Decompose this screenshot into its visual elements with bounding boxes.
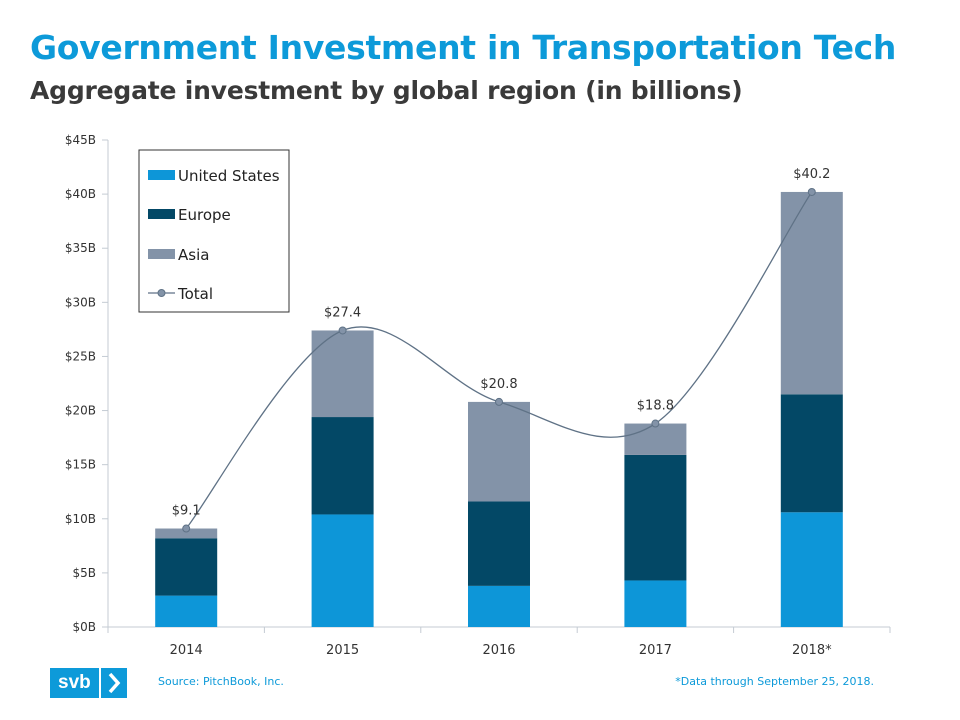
y-tick-label: $20B bbox=[65, 404, 96, 418]
x-tick-label: 2016 bbox=[482, 643, 515, 658]
total-point bbox=[651, 419, 660, 428]
y-tick-label: $15B bbox=[65, 458, 96, 472]
y-tick-label: $30B bbox=[65, 295, 96, 309]
x-tick-label: 2014 bbox=[170, 643, 203, 658]
legend-label: Asia bbox=[178, 246, 209, 264]
x-tick-label: 2018* bbox=[792, 643, 832, 658]
y-tick-label: $5B bbox=[72, 566, 96, 580]
bar-asia bbox=[624, 423, 687, 455]
chart-subtitle: Aggregate investment by global region (i… bbox=[30, 76, 743, 105]
y-tick-label: $0B bbox=[72, 620, 96, 634]
bar-united-states bbox=[624, 580, 687, 627]
y-tick-label: $45B bbox=[65, 133, 96, 147]
bar-united-states bbox=[311, 514, 374, 627]
legend-total-marker bbox=[157, 289, 166, 297]
y-tick-label: $25B bbox=[65, 349, 96, 363]
legend-swatch bbox=[148, 170, 175, 180]
total-point bbox=[338, 326, 347, 335]
bar-europe bbox=[468, 501, 530, 586]
bar-united-states bbox=[468, 585, 530, 627]
total-data-label: $40.2 bbox=[793, 167, 830, 182]
legend-label: Europe bbox=[178, 206, 231, 224]
legend-swatch bbox=[148, 249, 175, 259]
bar-europe bbox=[155, 538, 218, 596]
total-data-label: $20.8 bbox=[480, 377, 517, 392]
footnote: *Data through September 25, 2018. bbox=[675, 675, 874, 688]
legend-swatch bbox=[148, 209, 175, 219]
total-data-label: $9.1 bbox=[172, 504, 201, 519]
bar-europe bbox=[624, 454, 687, 581]
total-point bbox=[182, 524, 191, 533]
x-tick-label: 2017 bbox=[639, 643, 672, 658]
bar-asia bbox=[155, 528, 218, 539]
chevron-right-icon bbox=[100, 668, 127, 698]
legend-label: Total bbox=[177, 285, 213, 303]
y-tick-label: $10B bbox=[65, 512, 96, 526]
logo-wordmark: svb bbox=[50, 668, 99, 698]
chart-title: Government Investment in Transportation … bbox=[30, 28, 897, 67]
x-tick-label: 2015 bbox=[326, 643, 359, 658]
bar-united-states bbox=[780, 512, 843, 627]
total-point bbox=[807, 187, 816, 196]
svb-logo: svb bbox=[50, 668, 127, 698]
bar-asia bbox=[311, 330, 374, 418]
total-point bbox=[495, 397, 503, 406]
total-data-label: $18.8 bbox=[637, 399, 674, 414]
y-tick-label: $40B bbox=[65, 187, 96, 201]
bar-europe bbox=[311, 417, 374, 515]
total-data-label: $27.4 bbox=[324, 305, 361, 320]
y-tick-label: $35B bbox=[65, 241, 96, 255]
legend-label: United States bbox=[178, 167, 280, 185]
source-note: Source: PitchBook, Inc. bbox=[158, 675, 284, 688]
bar-asia bbox=[780, 191, 843, 395]
bar-united-states bbox=[155, 595, 218, 627]
bar-asia bbox=[468, 401, 530, 502]
bar-europe bbox=[780, 394, 843, 513]
